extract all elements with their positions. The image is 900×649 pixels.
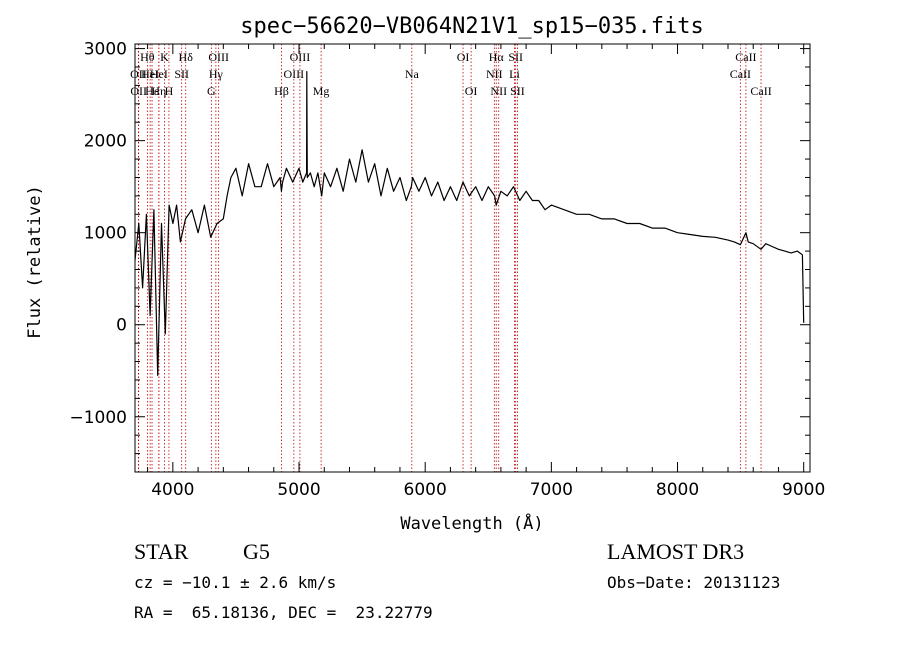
line-label-9: SII xyxy=(174,67,189,81)
survey-name: LAMOST DR3 xyxy=(607,539,745,564)
line-label-10: Hδ xyxy=(179,50,194,64)
line-label-0: OII xyxy=(130,67,147,81)
line-label-8: H xyxy=(165,84,174,98)
line-label-19: OI xyxy=(457,50,470,64)
coordinates-text: RA = 65.18136, DEC = 23.22779 xyxy=(134,603,433,622)
line-label-5: K xyxy=(160,50,169,64)
line-label-24: SII xyxy=(508,50,523,64)
y-tick-label-1: 0 xyxy=(116,316,127,336)
y-tick-label-3: 2000 xyxy=(84,132,127,152)
line-label-13: G xyxy=(207,84,216,98)
line-label-7: Hη xyxy=(151,84,166,98)
line-label-15: OIII xyxy=(290,50,311,64)
x-tick-label-1: 5000 xyxy=(277,480,320,500)
line-label-11: OIII xyxy=(208,50,229,64)
object-subclass: G5 xyxy=(243,539,270,564)
line-label-23: NII xyxy=(490,84,507,98)
line-label-4: Hε xyxy=(145,84,159,98)
series-line-0 xyxy=(134,70,805,376)
x-tick-label-4: 8000 xyxy=(656,480,699,500)
chart-title: spec−56620−VB064N21V1_sp15−035.fits xyxy=(240,14,704,39)
line-label-28: CaII xyxy=(730,67,751,81)
x-tick-label-0: 4000 xyxy=(151,480,194,500)
y-tick-label-0: −1000 xyxy=(69,408,127,428)
tick-group: 4000 5000 6000 7000 8000 9000 −1000 0 1000 2000 30… xyxy=(69,40,825,500)
series-group xyxy=(134,70,805,376)
line-label-2: Hθ xyxy=(140,50,155,64)
redshift-text: cz = −10.1 ± 2.6 km/s xyxy=(134,573,337,592)
y-tick-label-2: 1000 xyxy=(84,224,127,244)
line-label-26: SII xyxy=(510,84,525,98)
observation-date: Obs−Date: 20131123 xyxy=(607,573,781,592)
line-label-27: CaII xyxy=(735,50,756,64)
line-label-3: HeI xyxy=(141,67,159,81)
x-tick-label-5: 9000 xyxy=(782,480,825,500)
line-label-16: OIII xyxy=(284,67,305,81)
line-label-18: Na xyxy=(405,67,420,81)
line-label-14: Hβ xyxy=(274,84,289,98)
line-label-1: OII xyxy=(130,84,147,98)
line-label-21: Hα xyxy=(489,50,505,64)
line-label-6: HeI xyxy=(150,67,168,81)
line-marker-group xyxy=(138,44,762,472)
line-label-25: Li xyxy=(509,67,520,81)
y-axis-label: Flux (relative) xyxy=(25,185,45,339)
line-label-22: NII xyxy=(486,67,503,81)
line-label-20: OI xyxy=(465,84,478,98)
y-tick-label-4: 3000 xyxy=(84,40,127,60)
line-label-17: Mg xyxy=(313,84,330,98)
x-tick-label-3: 7000 xyxy=(530,480,573,500)
x-axis-label: Wavelength (Å) xyxy=(400,512,543,534)
object-class: STAR xyxy=(134,539,189,564)
line-label-12: Hγ xyxy=(209,67,224,81)
x-tick-label-2: 6000 xyxy=(404,480,447,500)
plot-frame xyxy=(134,43,811,473)
line-label-29: CaII xyxy=(750,84,771,98)
